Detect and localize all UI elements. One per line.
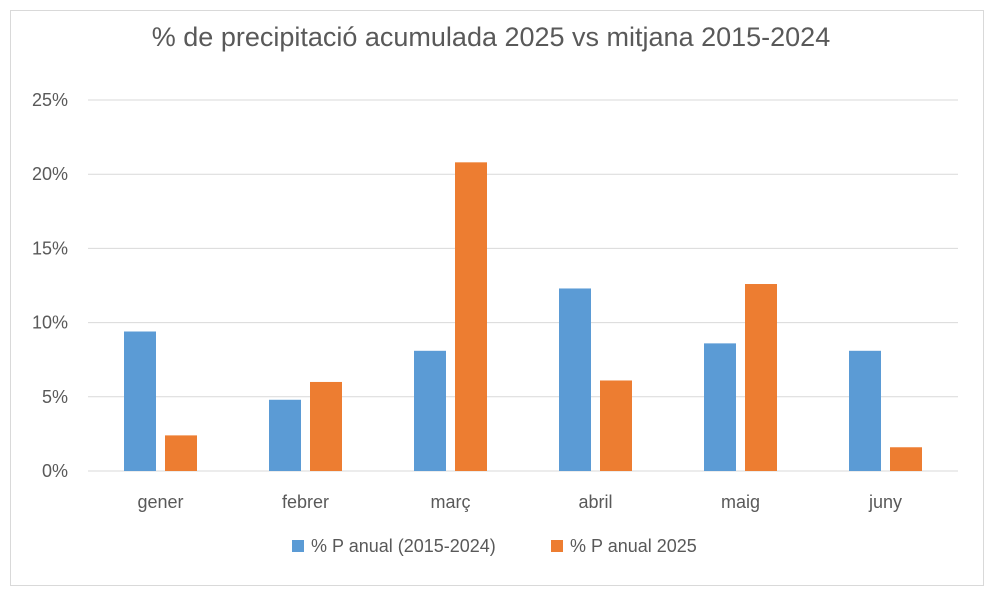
x-tick-label: juny [868,492,902,512]
bar-year-2025-5 [890,447,922,471]
legend: % P anual (2015-2024) % P anual 2025 [292,536,697,556]
y-axis: 0% 5% 10% 15% 20% 25% [32,90,68,481]
bar-mean-2015-2024-5 [849,350,881,471]
x-tick-label: abril [578,492,612,512]
chart-title: % de precipitació acumulada 2025 vs mitj… [152,22,830,52]
bar-year-2025-4 [745,284,777,471]
legend-swatch [292,540,304,552]
legend-swatch [551,540,563,552]
bar-mean-2015-2024-0 [124,331,156,471]
x-tick-label: febrer [282,492,329,512]
x-axis: gener febrer març abril maig juny [137,492,902,512]
x-tick-label: gener [137,492,183,512]
x-tick-label: maig [721,492,760,512]
y-tick-label: 5% [42,387,68,407]
legend-label: % P anual (2015-2024) [311,536,496,556]
bar-year-2025-1 [310,381,342,471]
bar-year-2025-0 [165,435,197,471]
bar-mean-2015-2024-2 [414,350,446,471]
bar-year-2025-3 [600,380,632,471]
gridlines [88,99,958,472]
bars [124,162,922,471]
bar-year-2025-2 [455,162,487,471]
y-tick-label: 10% [32,313,68,333]
y-tick-label: 20% [32,164,68,184]
bar-mean-2015-2024-3 [559,288,591,471]
bar-mean-2015-2024-4 [704,343,736,471]
y-tick-label: 15% [32,238,68,258]
chart-frame [10,10,984,586]
legend-label: % P anual 2025 [570,536,697,556]
y-tick-label: 25% [32,90,68,110]
x-tick-label: març [431,492,471,512]
y-tick-label: 0% [42,461,68,481]
bar-mean-2015-2024-1 [269,399,301,471]
